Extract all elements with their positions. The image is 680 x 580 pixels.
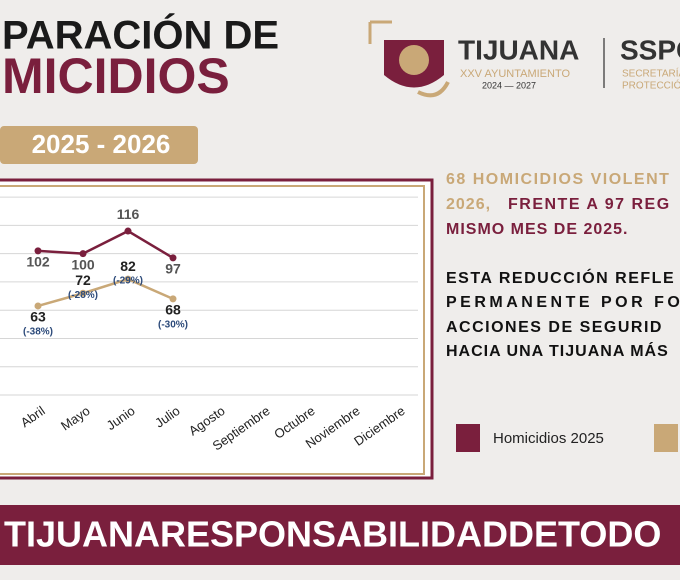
statement-para: HACIA UNA TIJUANA MÁS bbox=[446, 341, 669, 360]
change-label: (-28%) bbox=[68, 290, 98, 301]
logo-emblem bbox=[399, 45, 429, 75]
year-badge bbox=[0, 126, 198, 164]
legend-label: Homicidios 2025 bbox=[493, 430, 604, 447]
statement-para: PERMANENTE POR FO bbox=[446, 294, 680, 311]
logo-council: XXV AYUNTAMIENTO bbox=[460, 68, 570, 80]
chart-frame-inner bbox=[0, 185, 425, 475]
title-line: MICIDIOS bbox=[2, 48, 230, 104]
chart-frame bbox=[0, 178, 434, 480]
data-label: 116 bbox=[117, 206, 140, 222]
series-line bbox=[37, 277, 174, 308]
agency-line: PROTECCIÓN bbox=[622, 79, 680, 92]
change-label: (-30%) bbox=[158, 320, 188, 331]
footer-hashtag: TIJUANARESPONSABILIDADDETODO bbox=[4, 514, 661, 555]
statement-line: 2026, bbox=[446, 196, 491, 213]
point bbox=[169, 295, 177, 303]
data-label: 100 bbox=[71, 256, 95, 272]
logo-city: TIJUANA bbox=[458, 34, 579, 65]
point bbox=[79, 250, 87, 258]
data-label: 63 bbox=[30, 309, 46, 325]
change-label: (-38%) bbox=[23, 327, 53, 338]
point bbox=[124, 275, 132, 283]
statement-line: MISMO MES DE 2025. bbox=[446, 221, 629, 238]
legend-swatch bbox=[456, 424, 480, 452]
year-text: 2025 - 2026 bbox=[32, 129, 171, 159]
change-label: (-29%) bbox=[113, 276, 143, 287]
logo-corner bbox=[368, 20, 392, 44]
footer-band bbox=[0, 505, 680, 565]
agency-line: SECRETARÍA bbox=[622, 67, 680, 80]
statement-para: ESTA REDUCCIÓN REFLE bbox=[446, 268, 675, 287]
agency: SSPC bbox=[620, 34, 680, 65]
statement-para: ACCIONES DE SEGURID bbox=[446, 319, 663, 336]
point bbox=[34, 247, 42, 255]
legend-swatch bbox=[654, 424, 678, 452]
data-label: 102 bbox=[26, 254, 50, 270]
data-label: 97 bbox=[165, 261, 181, 277]
logo-swoosh bbox=[417, 81, 450, 98]
point bbox=[124, 227, 132, 235]
data-label: 82 bbox=[120, 258, 136, 274]
series-line bbox=[37, 229, 174, 259]
logo-period: 2024 — 2027 bbox=[482, 80, 536, 90]
statement-line: 68 HOMICIDIOS VIOLENT bbox=[446, 171, 670, 188]
point bbox=[34, 302, 42, 310]
statement-line: FRENTE A 97 REG bbox=[508, 196, 671, 213]
point bbox=[79, 289, 87, 297]
title-line: PARACIÓN DE bbox=[2, 12, 279, 58]
data-label: 68 bbox=[165, 302, 181, 318]
point bbox=[169, 254, 177, 262]
data-label: 72 bbox=[75, 272, 91, 288]
